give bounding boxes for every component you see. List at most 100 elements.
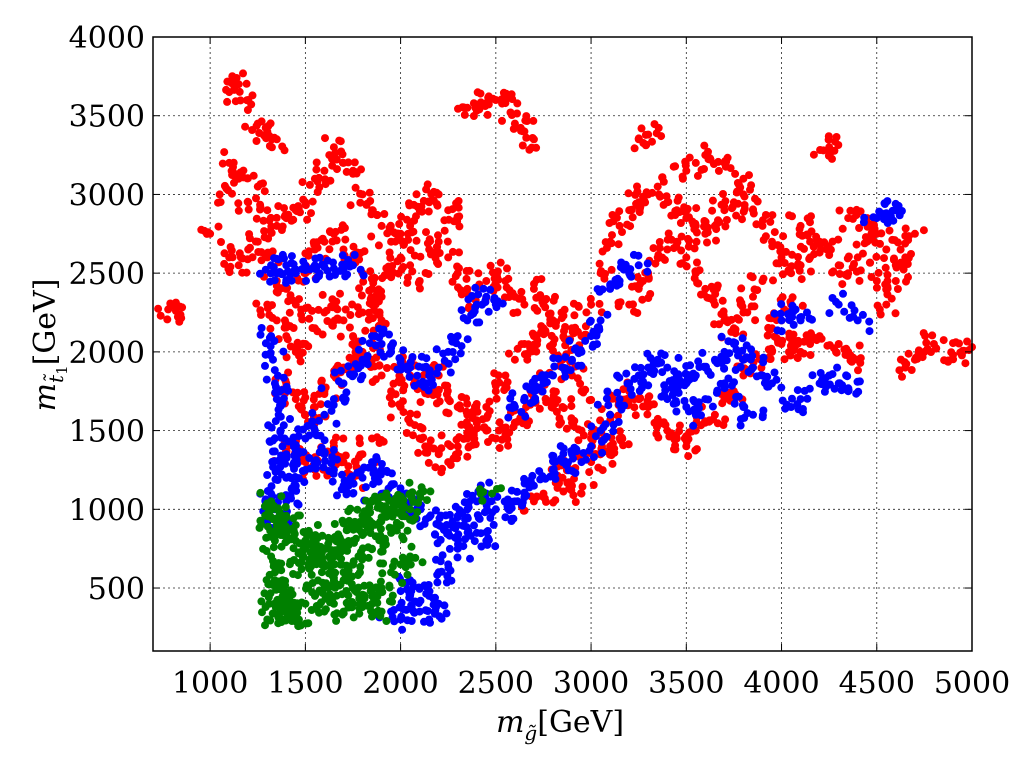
scatter-point	[740, 201, 749, 209]
scatter-point	[277, 451, 286, 460]
scatter-point	[391, 237, 400, 246]
scatter-point	[513, 99, 522, 108]
scatter-point	[415, 584, 424, 593]
scatter-point	[574, 301, 583, 310]
scatter-point	[567, 395, 576, 404]
scatter-point	[529, 116, 538, 125]
scatter-point	[634, 261, 643, 270]
scatter-point	[706, 155, 715, 164]
scatter-point	[532, 347, 541, 356]
scatter-point	[482, 277, 491, 285]
scatter-point	[759, 406, 768, 415]
scatter-point	[286, 342, 295, 351]
scatter-point	[248, 91, 257, 100]
scatter-point	[312, 158, 321, 167]
scatter-point	[308, 324, 317, 332]
scatter-point	[664, 197, 673, 206]
scatter-point	[615, 221, 624, 230]
scatter-point	[898, 372, 906, 381]
scatter-point	[310, 554, 319, 563]
scatter-point	[285, 308, 294, 317]
scatter-point	[493, 485, 501, 493]
scatter-point	[732, 345, 741, 354]
scatter-point	[407, 490, 416, 499]
scatter-point	[344, 599, 353, 608]
scatter-point	[504, 441, 513, 450]
scatter-point	[535, 404, 544, 413]
scatter-point	[333, 305, 342, 314]
scatter-point	[913, 354, 922, 363]
scatter-point	[245, 234, 254, 243]
scatter-point	[328, 295, 337, 304]
scatter-point	[390, 557, 399, 566]
scatter-point	[446, 566, 455, 575]
scatter-point	[432, 369, 441, 378]
scatter-point	[947, 348, 956, 357]
scatter-point	[226, 243, 235, 251]
scatter-point	[643, 267, 652, 276]
scatter-point	[272, 531, 281, 540]
scatter-point	[865, 327, 874, 336]
scatter-point	[520, 488, 529, 497]
scatter-point	[270, 133, 279, 142]
scatter-point	[712, 236, 720, 245]
scatter-point	[506, 394, 515, 403]
scatter-point	[372, 453, 381, 462]
scatter-point	[280, 316, 289, 325]
scatter-point	[271, 417, 280, 426]
scatter-point	[331, 533, 339, 541]
scatter-point	[369, 469, 378, 478]
scatter-point	[328, 237, 337, 246]
scatter-point	[294, 474, 303, 483]
scatter-point	[692, 237, 701, 246]
scatter-point	[838, 224, 847, 233]
scatter-point	[585, 446, 594, 455]
scatter-point	[624, 189, 633, 198]
scatter-point	[265, 570, 274, 579]
scatter-point	[256, 306, 265, 315]
scatter-point	[641, 198, 650, 207]
scatter-point	[367, 232, 376, 241]
scatter-point	[337, 485, 346, 494]
scatter-point	[839, 289, 847, 298]
scatter-point	[329, 438, 338, 447]
scatter-point	[313, 175, 322, 184]
scatter-point	[577, 489, 585, 498]
scatter-point	[614, 411, 622, 420]
scatter-point	[289, 439, 298, 448]
scatter-point	[409, 497, 418, 506]
scatter-point	[701, 217, 710, 226]
scatter-point	[282, 513, 291, 522]
scatter-point	[711, 290, 720, 298]
scatter-point	[290, 530, 299, 538]
scatter-point	[330, 368, 339, 377]
scatter-point	[569, 454, 577, 463]
scatter-point	[271, 475, 280, 484]
scatter-point	[479, 488, 488, 496]
scatter-point	[277, 542, 286, 551]
scatter-point	[599, 423, 608, 432]
scatter-points	[154, 69, 976, 634]
scatter-point	[507, 290, 516, 299]
scatter-point	[740, 192, 749, 201]
scatter-point	[323, 256, 332, 265]
scatter-point	[701, 417, 709, 426]
scatter-point	[444, 560, 453, 569]
scatter-point	[738, 215, 746, 224]
scatter-point	[609, 427, 618, 436]
scatter-point	[639, 402, 648, 411]
scatter-point	[457, 342, 466, 351]
scatter-point	[437, 468, 446, 477]
scatter-point	[532, 275, 541, 284]
scatter-point	[539, 489, 548, 498]
scatter-point	[633, 273, 642, 282]
scatter-point	[395, 400, 404, 409]
scatter-point	[333, 314, 342, 323]
scatter-point	[326, 562, 335, 571]
scatter-point	[759, 235, 768, 244]
scatter-point	[676, 219, 685, 227]
scatter-point	[327, 459, 336, 468]
scatter-point	[455, 264, 463, 273]
scatter-point	[461, 535, 470, 544]
scatter-point	[836, 261, 845, 270]
